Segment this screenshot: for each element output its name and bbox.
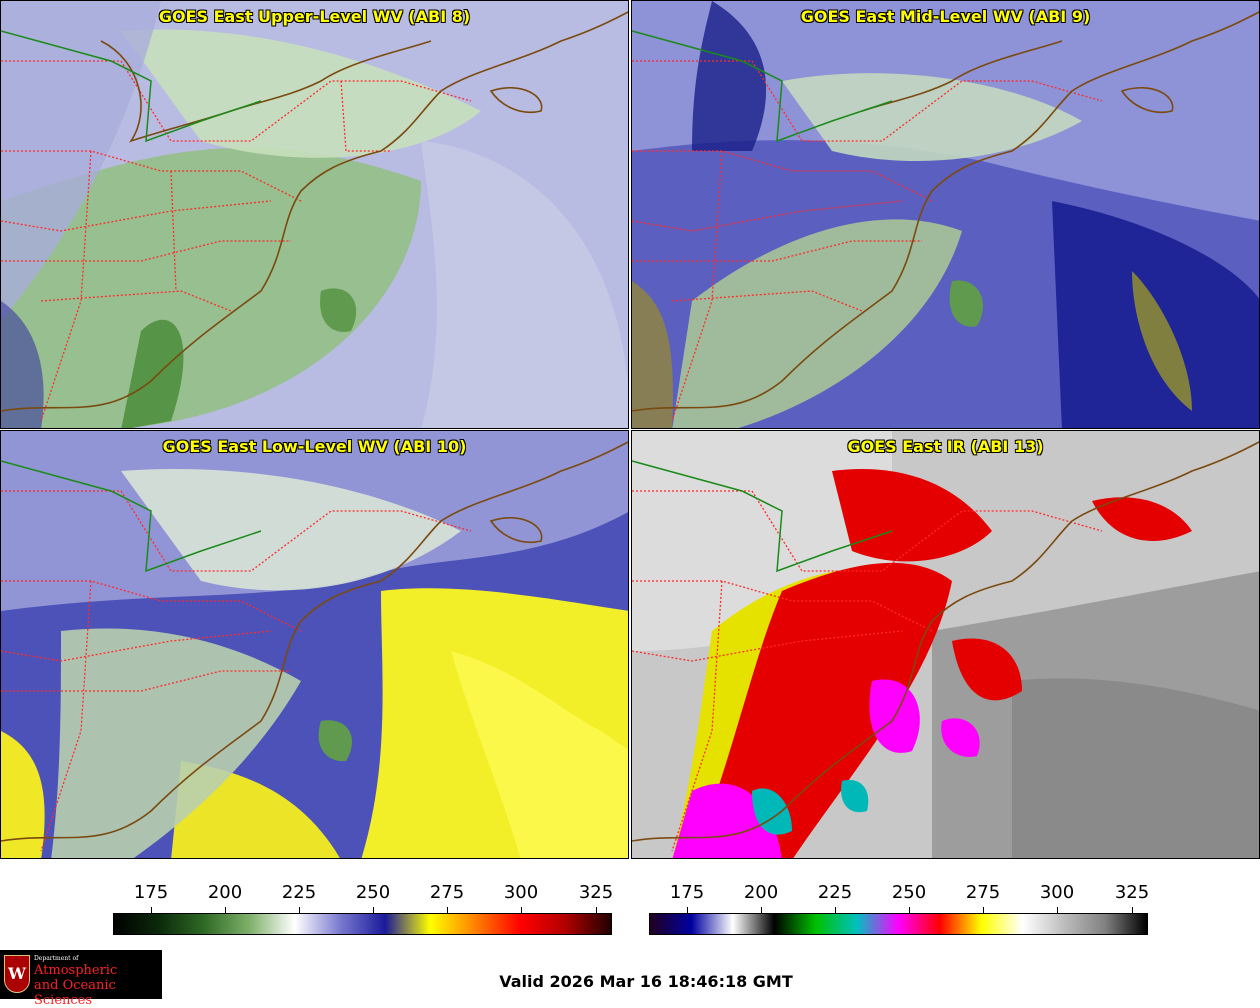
wv-tick bbox=[225, 907, 226, 913]
coastlines bbox=[1, 11, 628, 412]
ir-tick bbox=[983, 907, 984, 913]
wv-tick bbox=[373, 907, 374, 913]
ir-tick bbox=[835, 907, 836, 913]
ir-tick-label: 275 bbox=[965, 882, 1001, 903]
uw-seal-icon: W bbox=[4, 955, 30, 993]
ir-tick bbox=[1132, 907, 1133, 913]
ir-tick-label: 225 bbox=[817, 882, 853, 903]
wv-tick-label: 325 bbox=[578, 882, 614, 903]
panel-mid-wv: GOES East Mid-Level WV (ABI 9) bbox=[631, 0, 1260, 429]
ir-tick-label: 200 bbox=[743, 882, 779, 903]
logo-department: Department of bbox=[34, 955, 79, 962]
upper-wv-image bbox=[1, 1, 628, 428]
panel-ir: GOES East IR (ABI 13) bbox=[631, 430, 1260, 859]
wv-tick-label: 275 bbox=[429, 882, 465, 903]
ir-tick-label: 250 bbox=[891, 882, 927, 903]
ir-tick bbox=[687, 907, 688, 913]
panel-title: GOES East Mid-Level WV (ABI 9) bbox=[800, 7, 1091, 26]
ir-tick bbox=[761, 907, 762, 913]
wv-colorbar: 175 200 225 250 275 300 325 bbox=[113, 880, 614, 938]
ir-tick bbox=[909, 907, 910, 913]
wv-tick bbox=[521, 907, 522, 913]
state-borders bbox=[1, 60, 472, 422]
wv-tick bbox=[299, 907, 300, 913]
ir-tick-label: 175 bbox=[669, 882, 705, 903]
wv-tick-label: 225 bbox=[281, 882, 317, 903]
mid-wv-image bbox=[632, 1, 1259, 428]
panel-low-wv: GOES East Low-Level WV (ABI 10) bbox=[0, 430, 629, 859]
wv-tick-label: 250 bbox=[355, 882, 391, 903]
low-wv-image bbox=[1, 431, 628, 858]
wv-tick-label: 175 bbox=[133, 882, 169, 903]
valid-time: Valid 2026 Mar 16 18:46:18 GMT bbox=[499, 972, 793, 991]
ir-tick bbox=[1057, 907, 1058, 913]
ir-image bbox=[632, 431, 1259, 858]
wv-tick bbox=[596, 907, 597, 913]
aos-logo: W Department of Atmospheric and Oceanic … bbox=[0, 950, 162, 1008]
panel-title: GOES East Low-Level WV (ABI 10) bbox=[162, 437, 467, 456]
wv-tick-label: 200 bbox=[207, 882, 243, 903]
wv-tick-label: 300 bbox=[503, 882, 539, 903]
ir-colorbar: 175 200 225 250 275 300 325 bbox=[649, 880, 1150, 938]
wv-tick bbox=[151, 907, 152, 913]
ir-colorbar-gradient bbox=[649, 913, 1148, 935]
wv-tick bbox=[447, 907, 448, 913]
international-border bbox=[1, 30, 262, 143]
ir-tick-label: 300 bbox=[1039, 882, 1075, 903]
panel-title: GOES East IR (ABI 13) bbox=[847, 437, 1044, 456]
panel-title: GOES East Upper-Level WV (ABI 8) bbox=[158, 7, 471, 26]
logo-line-2: Atmospheric bbox=[34, 963, 118, 978]
panel-upper-wv: GOES East Upper-Level WV (ABI 8) bbox=[0, 0, 629, 429]
ir-tick-label: 325 bbox=[1114, 882, 1150, 903]
wv-colorbar-gradient bbox=[113, 913, 612, 935]
